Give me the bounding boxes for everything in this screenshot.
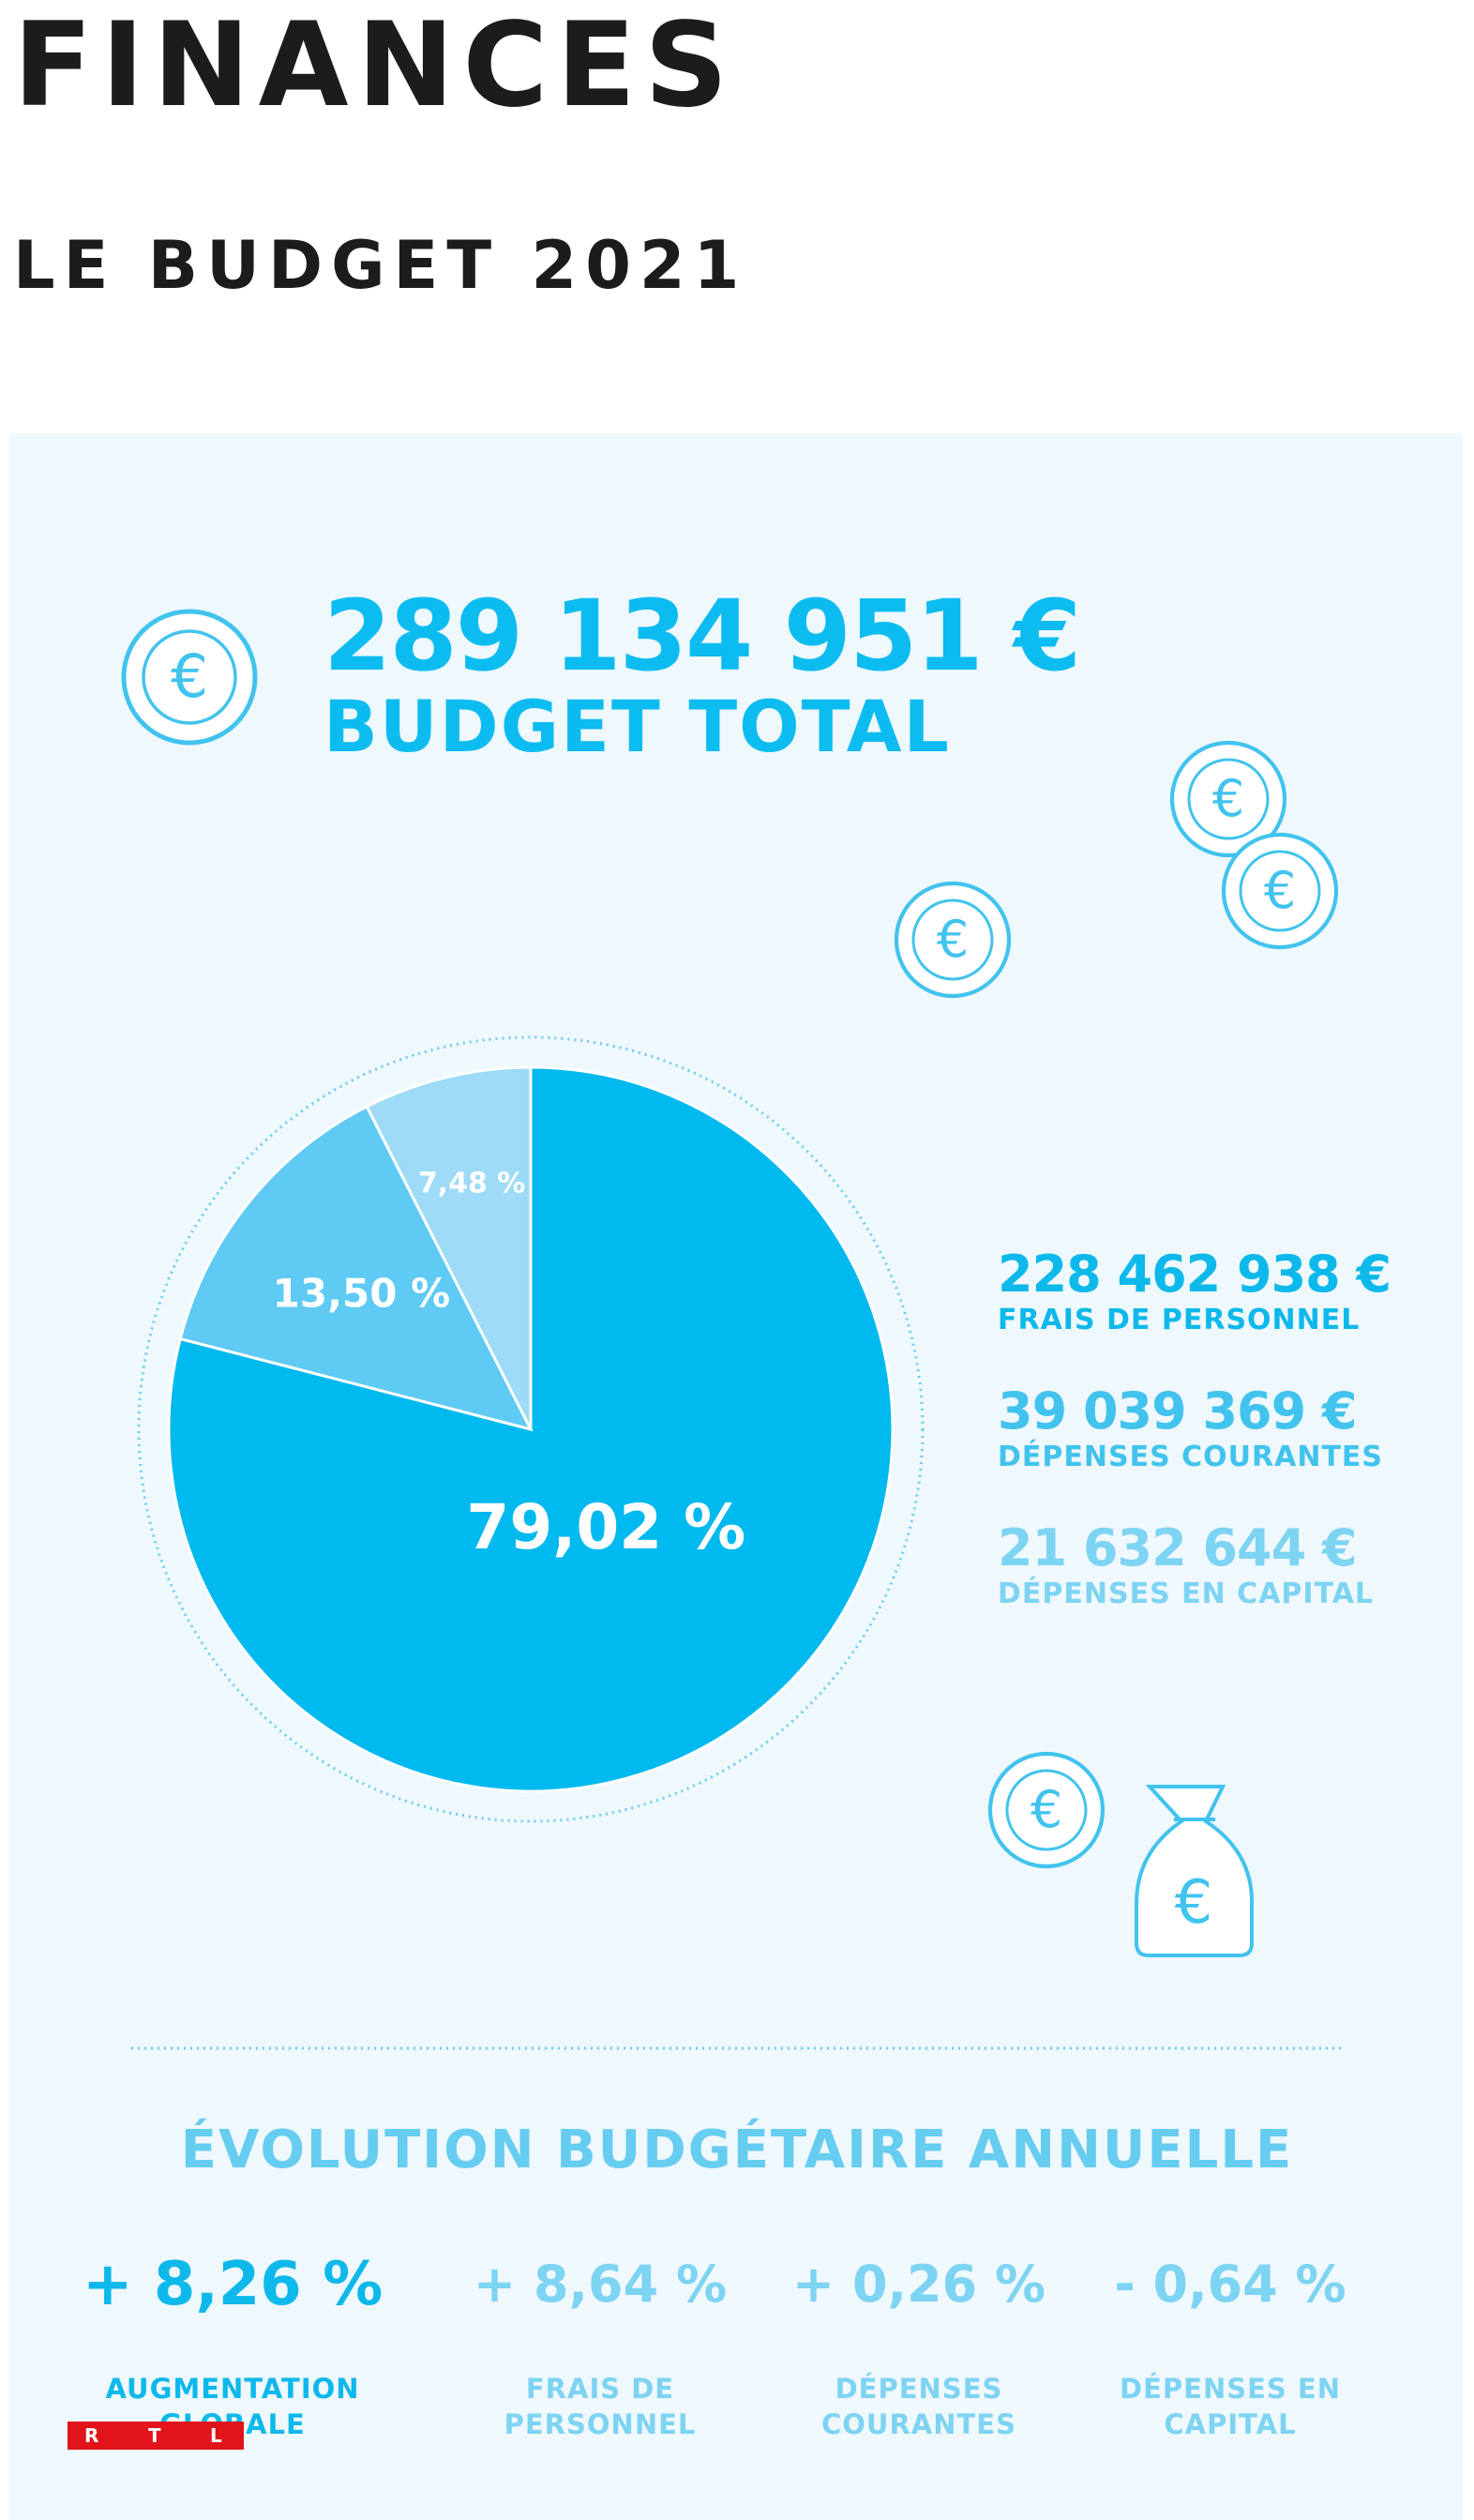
- evolution-value-courantes: + 0,26 %: [791, 2255, 1046, 2314]
- pie-slice-2: [178, 1104, 534, 1432]
- pie-chart: [167, 1065, 895, 1793]
- evolution-value-personnel: + 8,64 %: [473, 2255, 728, 2314]
- page-title: FINANCES: [13, 0, 737, 133]
- evolution-label-courantes: DÉPENSES COURANTES: [820, 2373, 1016, 2440]
- euro-coin-icon-bottom: [990, 1754, 1103, 1866]
- logo-letter-l: L: [210, 2424, 222, 2447]
- money-bag-icon: €: [1135, 1785, 1255, 1957]
- pie-label-1: 79,02 %: [466, 1491, 745, 1563]
- evolution-label-capital: DÉPENSES EN CAPITAL: [1120, 2373, 1341, 2440]
- evolution-value-global: + 8,26 %: [83, 2250, 384, 2319]
- logo-letter-t: T: [148, 2424, 161, 2447]
- pie-label-3: 7,48 %: [418, 1168, 526, 1200]
- total-budget-label: BUDGET TOTAL: [323, 685, 951, 768]
- svg-text:€: €: [1175, 1868, 1213, 1938]
- total-budget-value: 289 134 951 €: [323, 579, 1081, 693]
- pie-slice-1: [167, 1065, 895, 1793]
- euro-coin-icon-large: [124, 611, 255, 743]
- euro-coin-icon-middle: [896, 883, 1009, 996]
- pie-labels: 79,02 % 13,50 % 7,48 %: [273, 1168, 746, 1563]
- legend-amount-depenses-courantes: 39 039 369 €: [998, 1381, 1358, 1441]
- rtl-logo: R T L: [68, 2422, 244, 2450]
- logo-letter-r: R: [84, 2424, 99, 2447]
- page-subtitle: LE BUDGET 2021: [13, 227, 748, 304]
- evolution-label-personnel: FRAIS DE PERSONNEL: [504, 2373, 697, 2440]
- euro-coin-icon-top-right-2: [1224, 835, 1336, 947]
- legend-label-depenses-courantes: DÉPENSES COURANTES: [998, 1441, 1384, 1473]
- legend-label-frais-personnel: FRAIS DE PERSONNEL: [998, 1304, 1361, 1336]
- evolution-title: ÉVOLUTION BUDGÉTAIRE ANNUELLE: [180, 2120, 1294, 2180]
- legend-label-depenses-capital: DÉPENSES EN CAPITAL: [998, 1577, 1375, 1610]
- pie-label-2: 13,50 %: [273, 1271, 451, 1317]
- legend-amount-depenses-capital: 21 632 644 €: [998, 1518, 1358, 1577]
- pie-slice-3: [365, 1065, 533, 1430]
- evolution-value-capital: - 0,64 %: [1114, 2255, 1346, 2314]
- pie-dotted-ring: [137, 1035, 925, 1823]
- legend-amount-frais-personnel: 228 462 938 €: [998, 1245, 1391, 1304]
